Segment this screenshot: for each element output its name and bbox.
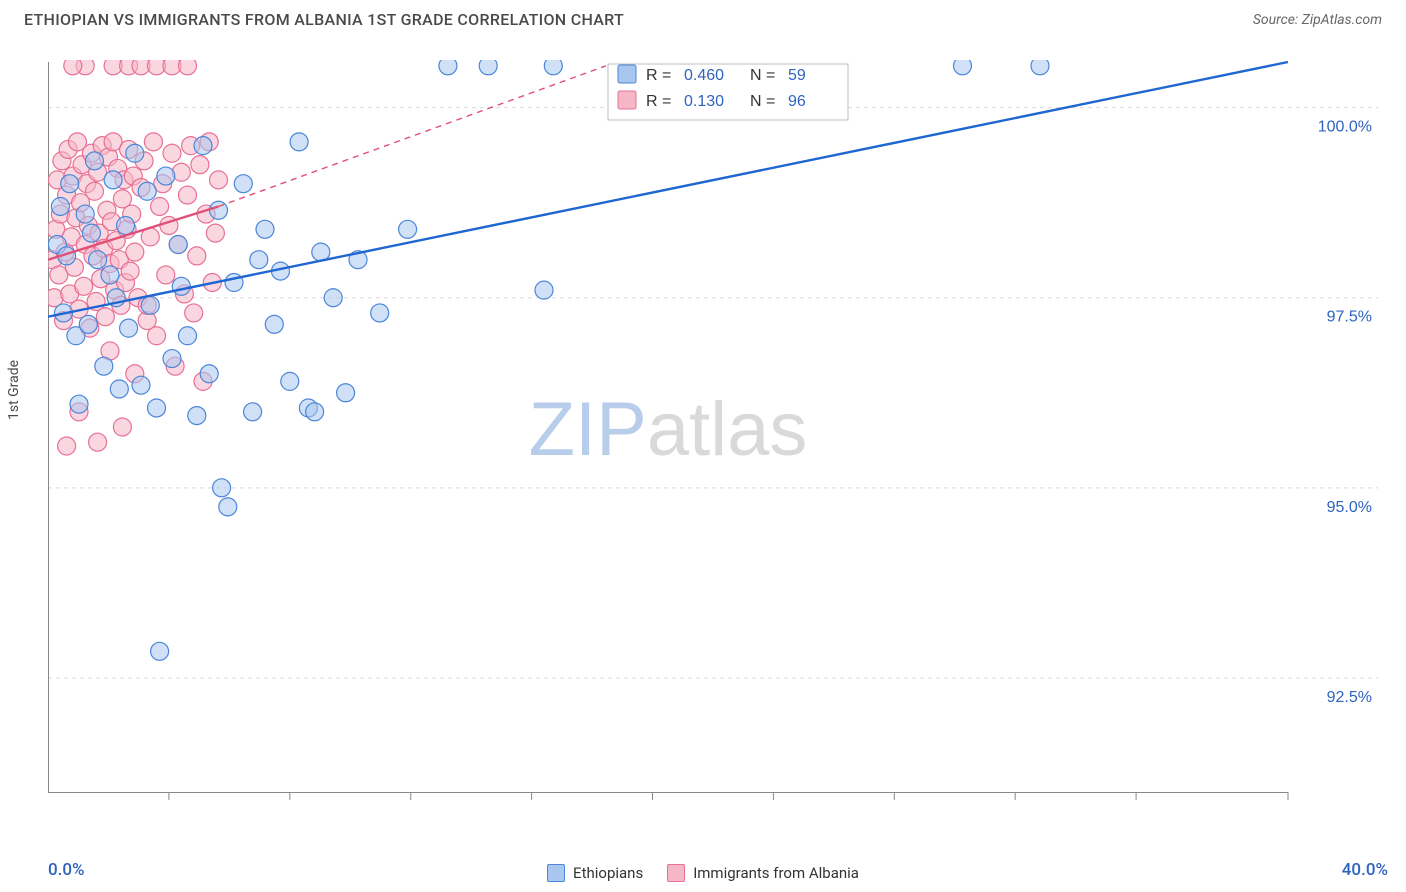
legend-item-ethiopians: Ethiopians xyxy=(547,864,643,882)
legend-label: Immigrants from Albania xyxy=(693,864,859,882)
y-axis-label: 1st Grade xyxy=(6,360,22,420)
svg-text:N =: N = xyxy=(750,67,775,84)
bottom-legend: Ethiopians Immigrants from Albania xyxy=(0,864,1406,882)
chart-title: ETHIOPIAN VS IMMIGRANTS FROM ALBANIA 1ST… xyxy=(24,10,624,29)
legend-item-albania: Immigrants from Albania xyxy=(667,864,859,882)
svg-text:100.0%: 100.0% xyxy=(1318,119,1372,136)
legend-label: Ethiopians xyxy=(573,864,643,882)
source-label: Source: ZipAtlas.com xyxy=(1253,12,1382,28)
scatter-plot: 92.5% 95.0% 97.5% 100.0% ZIPatlas R = 0.460 N =… xyxy=(48,60,1378,820)
svg-text:97.5%: 97.5% xyxy=(1327,309,1372,326)
svg-text:0.460: 0.460 xyxy=(684,67,724,84)
legend-swatch-icon xyxy=(547,864,565,882)
svg-text:95.0%: 95.0% xyxy=(1327,499,1372,516)
legend-swatch-icon xyxy=(667,864,685,882)
svg-text:R =: R = xyxy=(646,67,671,84)
svg-text:ZIPatlas: ZIPatlas xyxy=(529,387,808,472)
svg-text:59: 59 xyxy=(788,67,806,84)
svg-text:92.5%: 92.5% xyxy=(1327,689,1372,706)
svg-text:R =: R = xyxy=(646,93,671,110)
svg-text:N =: N = xyxy=(750,93,775,110)
svg-text:0.130: 0.130 xyxy=(684,93,724,110)
svg-text:96: 96 xyxy=(788,93,806,110)
